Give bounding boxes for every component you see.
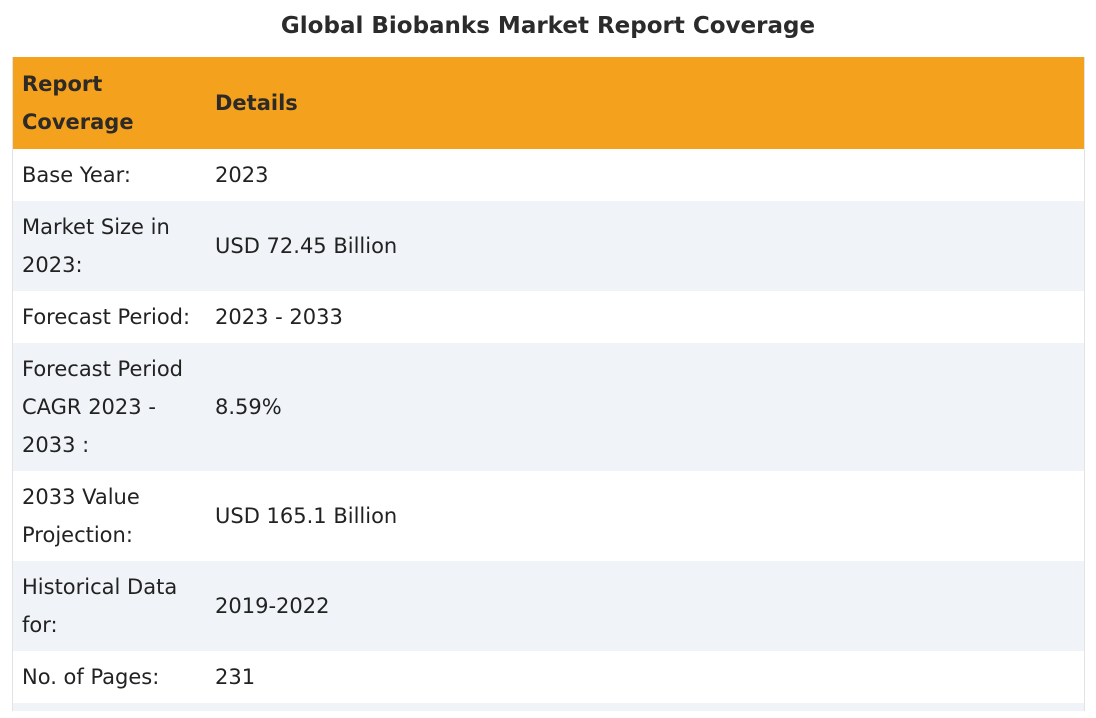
row-value-partial <box>206 703 1084 711</box>
row-label: No. of Pages: <box>22 665 160 689</box>
row-value: 231 <box>215 665 256 689</box>
row-label: Base Year: <box>22 163 131 187</box>
table-row: No. of Pages: 231 <box>13 651 1084 703</box>
row-value: 2023 <box>215 163 269 187</box>
table-row: Base Year: 2023 <box>13 149 1084 201</box>
report-coverage-table: Report Coverage Details Base Year: 2023 … <box>12 57 1085 711</box>
row-label: 2033 Value Projection: <box>22 485 140 547</box>
table-row: Forecast Period CAGR 2023 - 2033 : 8.59% <box>13 343 1084 471</box>
page-title: Global Biobanks Market Report Coverage <box>280 13 816 39</box>
table-row-partial <box>13 703 1084 711</box>
row-value: 2019-2022 <box>215 594 330 618</box>
row-label: Market Size in 2023: <box>22 215 170 277</box>
coverage-table: Report Coverage Details Base Year: 2023 … <box>13 57 1084 711</box>
row-value: 2023 - 2033 <box>215 305 343 329</box>
row-value: 8.59% <box>215 395 282 419</box>
table-row: Forecast Period: 2023 - 2033 <box>13 291 1084 343</box>
row-value: USD 72.45 Billion <box>215 234 398 258</box>
header-report-coverage: Report Coverage <box>22 72 134 134</box>
header-details: Details <box>215 91 298 115</box>
row-label-partial <box>13 703 206 711</box>
table-row: Historical Data for: 2019-2022 <box>13 561 1084 651</box>
table-header-row: Report Coverage Details <box>13 57 1084 149</box>
table-row: 2033 Value Projection: USD 165.1 Billion <box>13 471 1084 561</box>
row-value: USD 165.1 Billion <box>215 504 398 528</box>
row-label: Forecast Period CAGR 2023 - 2033 : <box>22 357 184 457</box>
table-row: Market Size in 2023: USD 72.45 Billion <box>13 201 1084 291</box>
row-label: Forecast Period: <box>22 305 191 329</box>
row-label: Historical Data for: <box>22 575 178 637</box>
